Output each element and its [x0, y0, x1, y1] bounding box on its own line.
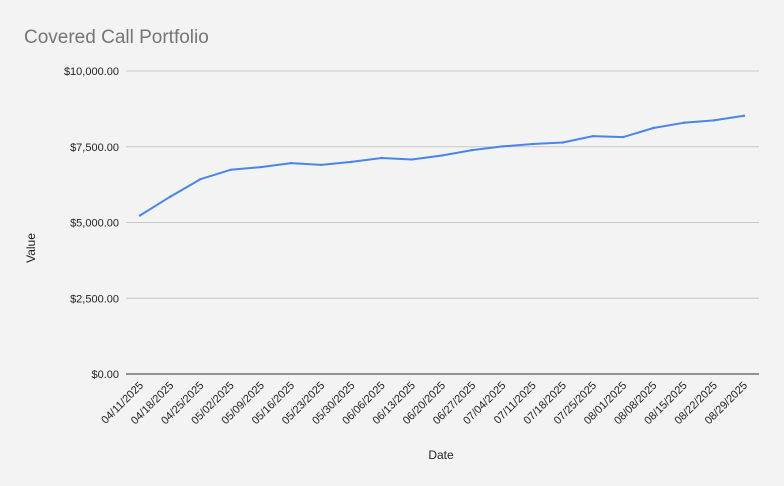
y-axis: $0.00 $2,500.00 $5,000.00 $7,500.00 $10,000.… [64, 66, 119, 381]
data-point [471, 148, 474, 152]
x-axis: 04/11/202504/18/202504/25/202505/02/2025… [99, 380, 750, 427]
data-point [350, 160, 353, 164]
data-point [531, 142, 534, 146]
chart-title: Covered Call Portfolio [24, 27, 209, 48]
data-point [289, 161, 293, 165]
series-layer [138, 114, 746, 217]
data-point [501, 145, 504, 148]
data-point [440, 154, 444, 157]
data-point [682, 121, 685, 125]
data-point [410, 158, 413, 161]
data-point [169, 195, 172, 198]
data-point [138, 214, 142, 217]
data-point [199, 177, 202, 181]
y-tick-label: $5,000.00 [70, 218, 119, 230]
data-point [742, 114, 746, 118]
y-tick-label: $7,500.00 [70, 142, 119, 154]
data-point [259, 165, 262, 169]
y-tick-label: $2,500.00 [70, 293, 119, 305]
data-point [380, 156, 383, 160]
data-point [652, 126, 655, 130]
data-point [229, 168, 232, 171]
data-point [712, 119, 715, 122]
data-point [622, 135, 625, 139]
x-axis-label: Date [428, 448, 454, 462]
data-point [591, 134, 595, 138]
series-line [139, 114, 745, 217]
data-point [561, 141, 564, 144]
y-tick-label: $10,000.00 [64, 66, 119, 78]
data-point [320, 163, 323, 167]
gridlines [126, 70, 759, 375]
y-axis-label: Value [24, 233, 38, 263]
y-tick-label: $0.00 [91, 369, 119, 381]
